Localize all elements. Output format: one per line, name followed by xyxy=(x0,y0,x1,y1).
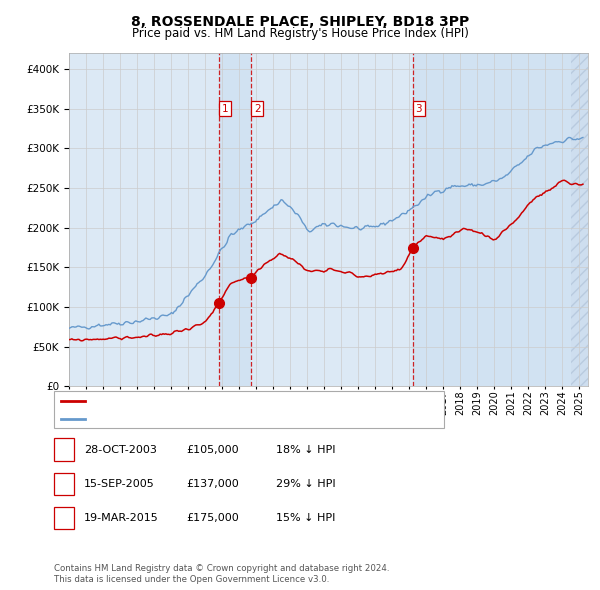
Text: 18% ↓ HPI: 18% ↓ HPI xyxy=(276,445,335,454)
Bar xyxy=(219,53,251,386)
Bar xyxy=(571,53,588,386)
Text: 2: 2 xyxy=(61,479,67,489)
Text: 8, ROSSENDALE PLACE, SHIPLEY, BD18 3PP (detached house): 8, ROSSENDALE PLACE, SHIPLEY, BD18 3PP (… xyxy=(90,396,392,407)
Text: 8, ROSSENDALE PLACE, SHIPLEY, BD18 3PP: 8, ROSSENDALE PLACE, SHIPLEY, BD18 3PP xyxy=(131,15,469,29)
Text: 1: 1 xyxy=(222,104,229,114)
Text: 19-MAR-2015: 19-MAR-2015 xyxy=(84,513,159,523)
Text: £105,000: £105,000 xyxy=(186,445,239,454)
Text: 3: 3 xyxy=(61,513,67,523)
Text: This data is licensed under the Open Government Licence v3.0.: This data is licensed under the Open Gov… xyxy=(54,575,329,584)
Bar xyxy=(413,53,571,386)
Text: 29% ↓ HPI: 29% ↓ HPI xyxy=(276,479,335,489)
Text: 3: 3 xyxy=(415,104,422,114)
Text: £175,000: £175,000 xyxy=(186,513,239,523)
Text: 15% ↓ HPI: 15% ↓ HPI xyxy=(276,513,335,523)
Text: 15-SEP-2005: 15-SEP-2005 xyxy=(84,479,155,489)
Text: HPI: Average price, detached house, Bradford: HPI: Average price, detached house, Brad… xyxy=(90,414,313,424)
Text: 28-OCT-2003: 28-OCT-2003 xyxy=(84,445,157,454)
Text: 1: 1 xyxy=(61,445,67,454)
Text: 2: 2 xyxy=(254,104,260,114)
Text: Contains HM Land Registry data © Crown copyright and database right 2024.: Contains HM Land Registry data © Crown c… xyxy=(54,565,389,573)
Text: £137,000: £137,000 xyxy=(186,479,239,489)
Text: Price paid vs. HM Land Registry's House Price Index (HPI): Price paid vs. HM Land Registry's House … xyxy=(131,27,469,40)
